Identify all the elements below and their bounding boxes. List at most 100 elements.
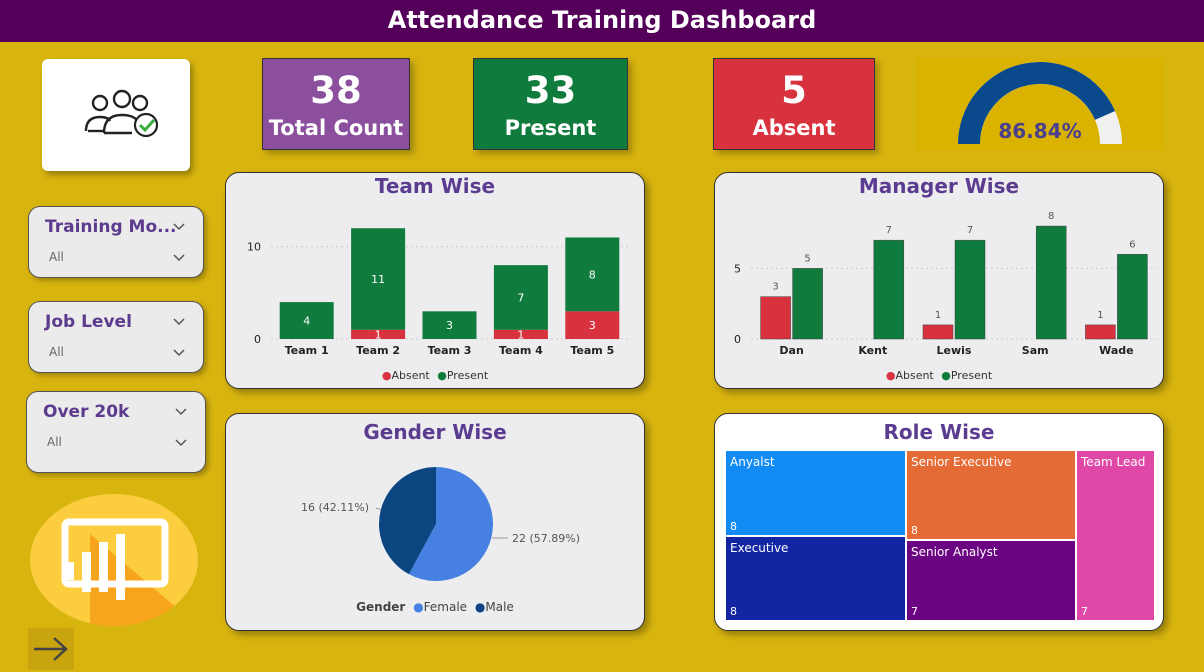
x-tick-label: Sam (1022, 344, 1049, 357)
treemap-value: 8 (911, 524, 918, 537)
bar-absent[interactable] (351, 329, 406, 339)
data-label: 3 (772, 282, 778, 293)
kpi-total-label: Total Count (268, 116, 404, 140)
treemap-cell-senior-executive[interactable]: Senior Executive 8 (907, 451, 1075, 539)
legend-present: Present (446, 369, 489, 382)
pie-label-male: 16 (42.11%) (301, 501, 369, 514)
treemap-cell-anyalst[interactable]: Anyalst 8 (726, 451, 905, 535)
page-title: Attendance Training Dashboard (0, 0, 1204, 42)
next-page-button[interactable] (28, 628, 74, 670)
data-label: 1 (935, 310, 941, 321)
data-label: 8 (589, 268, 596, 281)
team-wise-chart: Team Wise 0 10 Team 1 4 Team 2 1 11 Team 3 3 Team… (225, 172, 645, 389)
kpi-absent: 5 Absent (713, 58, 875, 150)
x-tick-label: Team 5 (570, 344, 614, 357)
treemap-label: Executive (730, 541, 789, 555)
bar-absent[interactable] (760, 296, 791, 340)
treemap-cell-senior-analyst[interactable]: Senior Analyst 7 (907, 541, 1075, 620)
chart-legend: ●Absent ●Present (715, 369, 1163, 382)
chevron-down-icon[interactable] (175, 406, 187, 418)
treemap-value: 7 (911, 605, 918, 618)
bar-present[interactable] (493, 265, 548, 330)
x-tick-label: Dan (779, 344, 803, 357)
attendance-gauge: 86.84% (916, 58, 1164, 150)
bar-present[interactable] (1117, 254, 1148, 340)
kpi-absent-value: 5 (781, 69, 807, 112)
bar-present[interactable] (873, 239, 905, 340)
arrow-right-icon (34, 637, 68, 661)
treemap-value: 8 (730, 605, 737, 618)
legend-dot-icon: ● (381, 369, 392, 382)
x-tick-label: Lewis (937, 344, 972, 357)
treemap-label: Senior Executive (911, 455, 1012, 469)
chart-legend: ●Absent ●Present (226, 369, 644, 382)
treemap-cell-executive[interactable]: Executive 8 (726, 537, 905, 620)
x-tick-label: Team 2 (356, 344, 400, 357)
bar-absent[interactable] (565, 311, 620, 339)
x-tick-label: Team 4 (499, 344, 543, 357)
slicer-value[interactable]: All (49, 250, 64, 264)
chart-title: Role Wise (883, 420, 995, 444)
gender-wise-chart: Gender Wise 16 (42.11%) 22 (57.89%) Gend… (225, 413, 645, 631)
pie-slice-female[interactable] (408, 467, 493, 581)
chart-legend: Gender ●Female ●Male (226, 600, 644, 614)
legend-absent: Absent (391, 369, 430, 382)
bar-present[interactable] (279, 302, 334, 339)
data-label: 8 (1048, 211, 1054, 222)
treemap-cell-team-lead[interactable]: Team Lead 7 (1077, 451, 1154, 620)
legend-dot-icon: ● (474, 600, 486, 614)
treemap-label: Team Lead (1081, 455, 1146, 469)
slicer-value[interactable]: All (49, 345, 64, 359)
bar-present[interactable] (351, 228, 406, 330)
slicer-over-20k[interactable]: Over 20k All (26, 391, 206, 473)
chevron-down-icon[interactable] (173, 221, 185, 233)
bar-present[interactable] (565, 237, 620, 312)
kpi-present-label: Present (504, 116, 597, 140)
bar-present[interactable] (954, 239, 986, 340)
pie-slice-male[interactable] (379, 467, 436, 575)
data-label: 4 (303, 315, 310, 328)
legend-dot-icon: ● (437, 369, 447, 382)
role-wise-chart: Role Wise Anyalst 8 Executive 8 Senior E… (714, 413, 1164, 631)
slicer-training-month[interactable]: Training Mo... All (28, 206, 204, 278)
legend-present: Present (950, 369, 993, 382)
gender-pie-plot: 16 (42.11%) 22 (57.89%) (301, 467, 580, 581)
data-label: 11 (371, 273, 385, 286)
gauge-fill (958, 62, 1116, 145)
treemap-label: Anyalst (730, 455, 775, 469)
treemap-label: Senior Analyst (911, 545, 998, 559)
treemap-value: 8 (730, 520, 737, 533)
data-label: 5 (804, 253, 810, 264)
data-label: 3 (446, 319, 453, 332)
chart-title: Gender Wise (363, 420, 507, 444)
chevron-down-icon[interactable] (175, 437, 187, 449)
bar-present[interactable] (422, 311, 477, 339)
data-label: 6 (1129, 239, 1135, 250)
kpi-present-value: 33 (524, 69, 577, 112)
slicer-value[interactable]: All (47, 435, 62, 449)
kpi-total-value: 38 (310, 69, 362, 112)
x-tick-label: Team 1 (285, 344, 329, 357)
logo-card (42, 59, 190, 171)
treemap-value: 7 (1081, 605, 1088, 618)
powerbi-icon (61, 518, 198, 626)
chevron-down-icon[interactable] (173, 252, 185, 264)
legend-absent: Absent (895, 369, 934, 382)
kpi-absent-label: Absent (752, 116, 836, 140)
chevron-down-icon[interactable] (173, 316, 185, 328)
chart-title: Manager Wise (858, 174, 1020, 198)
bar-present[interactable] (792, 268, 823, 340)
bar-absent[interactable] (1085, 324, 1116, 340)
bar-absent[interactable] (922, 324, 954, 340)
team-check-icon (84, 89, 159, 138)
legend-female: Female (423, 600, 468, 614)
data-label: 7 (967, 225, 973, 236)
slicer-job-level[interactable]: Job Level All (28, 301, 204, 373)
bar-absent[interactable] (493, 329, 548, 339)
kpi-total-count: 38 Total Count (262, 58, 410, 150)
chevron-down-icon[interactable] (173, 347, 185, 359)
y-tick-label: 0 (734, 333, 741, 346)
bar-present[interactable] (1035, 225, 1067, 340)
legend-male: Male (485, 600, 514, 614)
